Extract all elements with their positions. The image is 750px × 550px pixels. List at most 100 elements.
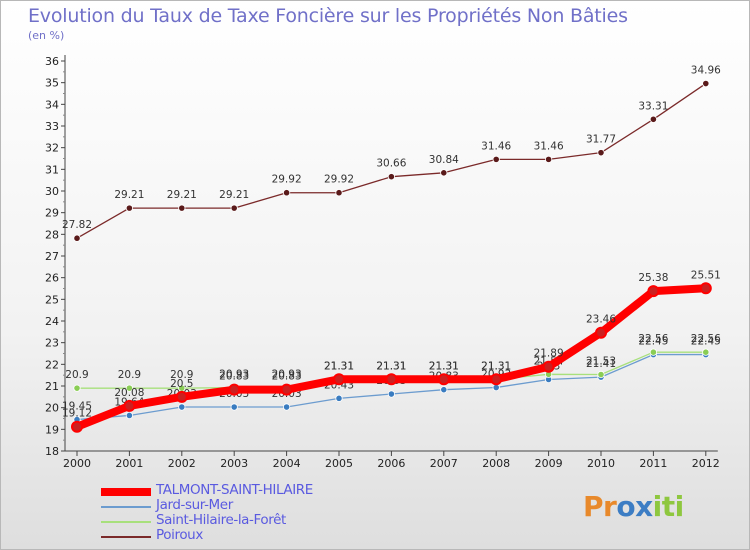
data-point: [699, 282, 712, 295]
data-point: [125, 411, 133, 420]
logo-letter: x: [635, 490, 653, 523]
data-point: [597, 370, 605, 379]
data-label: 21.89: [534, 348, 564, 360]
data-label: 21.31: [481, 360, 511, 372]
y-tick-label: 35: [45, 77, 59, 90]
data-label: 20.93: [272, 369, 302, 381]
data-point: [542, 360, 555, 373]
data-point: [387, 390, 395, 398]
data-point: [702, 348, 710, 356]
data-label: 25.38: [638, 272, 668, 284]
data-point: [649, 115, 658, 123]
y-tick-label: 20: [45, 402, 59, 415]
x-tick-label: 2008: [482, 457, 510, 470]
data-label: 21.53: [586, 356, 616, 368]
x-tick-label: 2009: [535, 457, 563, 470]
x-tick-label: 2003: [220, 457, 248, 470]
data-point: [335, 394, 343, 402]
data-label: 20.9: [170, 369, 193, 381]
x-tick-label: 2001: [115, 457, 143, 470]
data-point: [282, 189, 291, 197]
y-tick-label: 29: [45, 207, 59, 220]
data-point: [175, 390, 188, 403]
data-label: 29.21: [167, 189, 197, 201]
data-point: [647, 285, 660, 298]
chart-title: Evolution du Taux de Taxe Foncière sur l…: [28, 5, 628, 27]
x-tick-label: 2002: [168, 457, 196, 470]
logo-letter: o: [616, 490, 636, 523]
data-label: 34.96: [691, 65, 721, 77]
data-point: [73, 234, 81, 242]
data-point: [492, 155, 500, 163]
data-point: [385, 373, 398, 386]
data-label: 29.21: [219, 189, 249, 201]
data-point: [280, 383, 293, 396]
data-point: [178, 403, 186, 411]
data-label: 29.92: [272, 174, 302, 186]
data-label: 20.9: [118, 369, 141, 381]
data-point: [230, 204, 238, 212]
legend-label: Poiroux: [156, 527, 203, 543]
legend-swatch: [101, 506, 151, 508]
data-point: [230, 403, 238, 411]
y-tick-label: 33: [45, 120, 59, 133]
data-label: 22.45: [638, 336, 668, 348]
x-tick-label: 2012: [692, 457, 720, 470]
y-tick-label: 24: [45, 315, 59, 328]
y-tick-label: 22: [45, 358, 59, 371]
data-label: 21.31: [429, 360, 459, 372]
y-tick-label: 21: [45, 380, 59, 393]
data-point: [595, 326, 607, 339]
y-tick-label: 19: [45, 423, 59, 436]
data-label: 22.56: [691, 333, 721, 345]
data-point: [387, 173, 395, 181]
y-tick-label: 30: [45, 185, 59, 198]
data-label: 30.66: [376, 158, 406, 170]
data-label: 20.5: [170, 378, 193, 390]
legend-label: Jard-sur-Mer: [156, 497, 233, 513]
y-tick-label: 26: [45, 272, 59, 285]
data-point: [437, 373, 450, 386]
data-point: [282, 403, 291, 411]
data-label: 20.83: [219, 371, 249, 383]
logo-letter: i: [674, 490, 685, 523]
data-label: 22.56: [638, 333, 668, 345]
data-point: [335, 189, 343, 197]
data-label: 21.31: [429, 360, 459, 372]
data-label: 30.84: [429, 154, 459, 166]
x-tick-label: 2006: [377, 457, 405, 470]
data-point: [178, 204, 186, 212]
data-point: [71, 420, 83, 433]
data-point: [440, 386, 448, 394]
x-tick-label: 2005: [325, 457, 353, 470]
data-label: 27.82: [62, 219, 92, 231]
legend-swatch: [101, 488, 151, 496]
data-label: 20.08: [114, 387, 144, 399]
y-tick-label: 32: [45, 142, 59, 155]
proxiti-logo: Proxiti: [583, 490, 684, 523]
unit-label: (en %): [28, 29, 65, 42]
x-tick-label: 2000: [63, 457, 91, 470]
data-label: 31.46: [534, 140, 564, 152]
y-tick-label: 36: [45, 55, 59, 68]
data-point: [490, 373, 503, 386]
data-label: 19.12: [62, 408, 92, 420]
logo-letter: P: [583, 490, 604, 523]
y-tick-label: 34: [45, 98, 59, 111]
data-point: [544, 155, 553, 163]
data-label: 21.31: [481, 360, 511, 372]
data-label: 23.46: [586, 314, 616, 326]
legend-label: TALMONT-SAINT-HILAIRE: [156, 482, 313, 498]
legend-label: Saint-Hilaire-la-Forêt: [156, 512, 286, 528]
data-point: [123, 399, 136, 412]
y-tick-label: 27: [45, 250, 59, 263]
legend-swatch: [101, 536, 151, 538]
logo-letter: r: [603, 490, 617, 523]
data-label: 33.31: [638, 100, 668, 112]
logo-letter: i: [652, 490, 663, 523]
data-point: [702, 79, 710, 88]
data-label: 20.9: [65, 369, 88, 381]
data-label: 20.83: [272, 371, 302, 383]
data-label: 21.31: [376, 360, 406, 372]
